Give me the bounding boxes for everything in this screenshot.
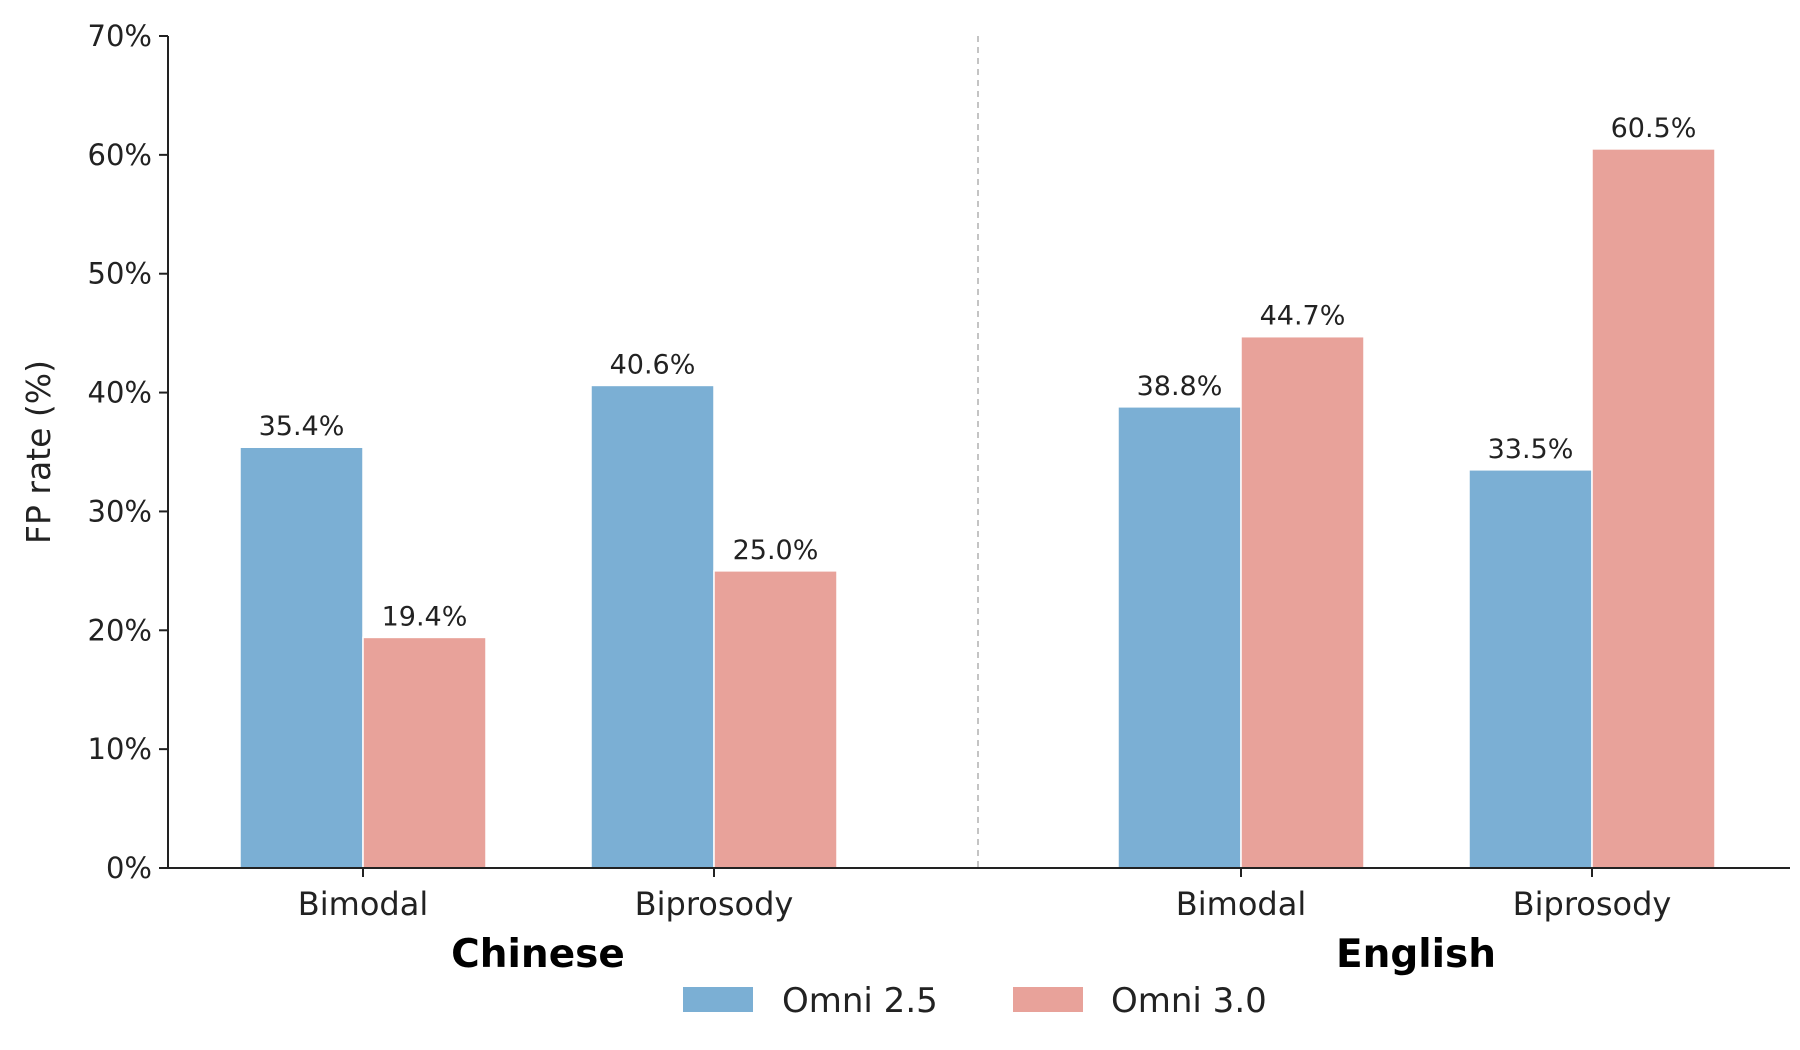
y-axis-ticks: 0% 10% 20% 30% 40% 50% 60% 70% — [88, 19, 168, 885]
bars — [239, 148, 1716, 869]
axes — [167, 36, 1790, 869]
bar-value-label: 19.4% — [382, 601, 468, 632]
y-tick-label: 20% — [88, 613, 152, 647]
y-tick-label: 0% — [106, 851, 152, 885]
x-tick-label: Biprosody — [635, 885, 794, 923]
y-tick-label: 10% — [88, 732, 152, 766]
y-tick-label: 70% — [88, 19, 152, 53]
bar-value-label: 25.0% — [733, 535, 819, 566]
bar — [713, 570, 838, 869]
bar — [362, 636, 487, 869]
x-tick-label: Bimodal — [1176, 885, 1306, 923]
bar — [590, 384, 715, 869]
y-tick-label: 40% — [88, 376, 152, 410]
legend-label: Omni 3.0 — [1111, 981, 1267, 1021]
bar-value-label: 33.5% — [1488, 434, 1574, 465]
x-tick-label: Biprosody — [1513, 885, 1672, 923]
bar-value-label: 44.7% — [1260, 301, 1346, 332]
bar — [1117, 406, 1242, 869]
bar — [1591, 148, 1716, 869]
group-label: Chinese — [451, 932, 625, 977]
group-label: English — [1336, 932, 1496, 977]
legend-label: Omni 2.5 — [782, 981, 938, 1021]
bar-value-label: 35.4% — [259, 411, 345, 442]
bar — [1240, 335, 1365, 869]
bar — [239, 446, 364, 869]
legend: Omni 2.5 Omni 3.0 — [683, 981, 1267, 1021]
bar-value-labels: 35.4% 19.4% 40.6% 25.0% 38.8% 44.7% 33.5% 60.5% — [259, 113, 1697, 633]
y-tick-label: 60% — [88, 138, 152, 172]
y-tick-label: 30% — [88, 494, 152, 528]
y-tick-label: 50% — [88, 257, 152, 291]
x-tick-label: Bimodal — [298, 885, 428, 923]
x-axis-ticks: Bimodal Biprosody Bimodal Biprosody — [298, 868, 1672, 923]
group-labels: Chinese English — [451, 932, 1496, 977]
bar-value-label: 60.5% — [1611, 113, 1697, 144]
y-axis-title: FP rate (%) — [19, 360, 58, 544]
legend-swatch — [1013, 987, 1083, 1012]
bar — [1468, 469, 1593, 869]
legend-swatch — [683, 987, 753, 1012]
bar-value-label: 38.8% — [1137, 371, 1223, 402]
bar-value-label: 40.6% — [610, 349, 696, 380]
